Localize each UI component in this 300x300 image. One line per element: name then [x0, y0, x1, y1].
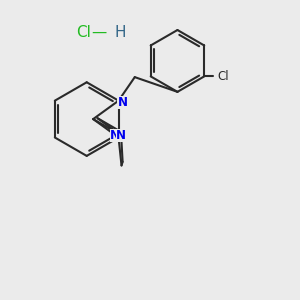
Text: N: N	[110, 129, 120, 142]
Text: —: —	[91, 25, 106, 40]
Text: N: N	[116, 129, 126, 142]
Text: H: H	[115, 25, 126, 40]
Text: Cl: Cl	[76, 25, 91, 40]
Text: N: N	[117, 96, 128, 109]
Text: Cl: Cl	[218, 70, 229, 83]
